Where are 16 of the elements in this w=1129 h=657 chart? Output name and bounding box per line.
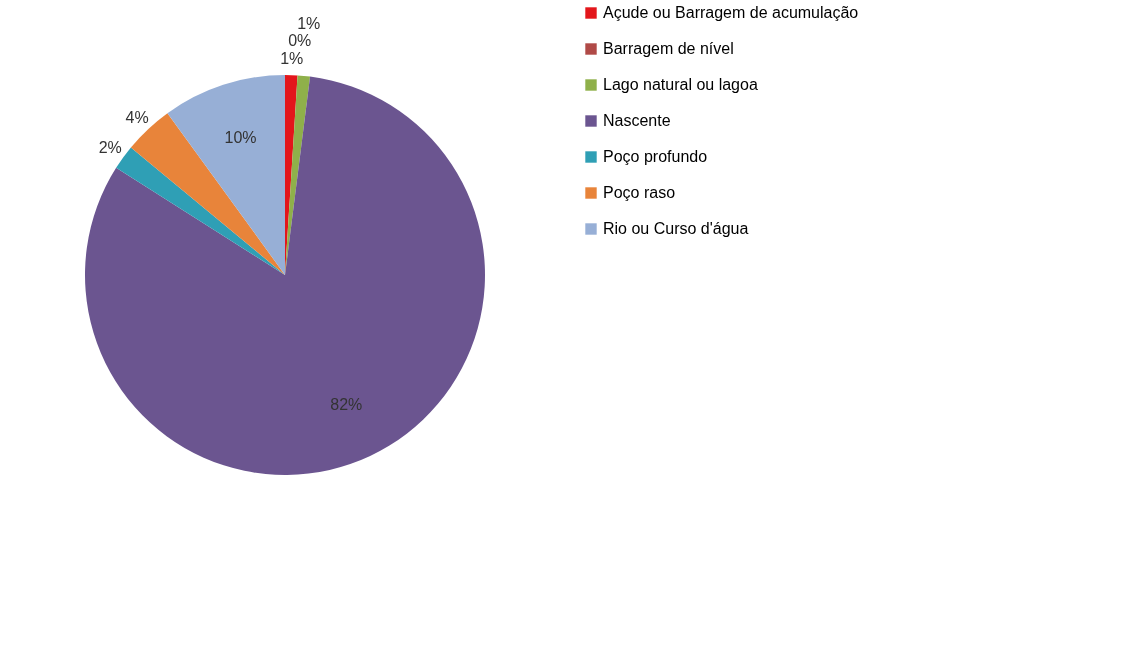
pie-slice — [167, 75, 285, 275]
pie-slice — [85, 76, 485, 475]
legend-label: Barragem de nível — [603, 40, 734, 57]
legend-label: Açude ou Barragem de acumulação — [603, 4, 859, 21]
legend-label: Poço raso — [603, 184, 676, 201]
legend-label: Rio ou Curso d'água — [603, 220, 749, 237]
data-label: 1% — [280, 50, 304, 68]
text: 0% — [288, 32, 312, 50]
legend-label: Nascente — [603, 112, 671, 129]
data-label: 4% — [125, 108, 149, 126]
legend-label: Poço profundo — [603, 148, 708, 165]
data-label: 10% — [224, 129, 257, 147]
legend-label: Lago natural ou lagoa — [603, 76, 758, 93]
data-label: 82% — [330, 396, 363, 414]
data-label: 1% — [297, 15, 321, 33]
data-label: 2% — [98, 139, 122, 157]
